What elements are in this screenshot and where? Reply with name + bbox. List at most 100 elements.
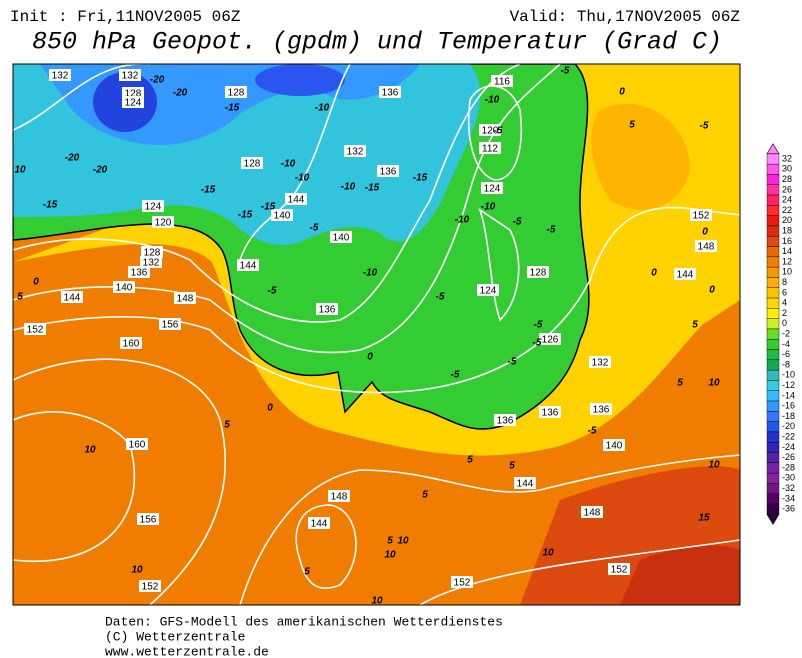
colorbar-label: 10	[782, 267, 792, 277]
colorbar-label: 26	[782, 184, 792, 194]
label-box	[24, 323, 46, 335]
colorbar-swatch	[766, 380, 780, 391]
label-box	[589, 356, 611, 368]
geopotential-label: 132	[143, 258, 160, 269]
label-box	[308, 517, 330, 529]
colorbar-label: -32	[782, 483, 795, 493]
temperature-label: 0	[651, 268, 657, 279]
colorbar-label: -10	[782, 370, 795, 380]
geopotential-label: 136	[382, 88, 399, 99]
label-box	[159, 318, 181, 330]
temperature-label: -15	[43, 200, 58, 211]
geopotential-label: 156	[140, 515, 157, 526]
colorbar-swatch	[766, 266, 780, 278]
temperature-label: -10	[481, 202, 496, 213]
label-box	[152, 216, 174, 228]
colorbar-label: -4	[782, 339, 790, 349]
label-box	[581, 506, 603, 518]
temperature-label: 0	[33, 277, 39, 288]
label-box	[225, 86, 247, 98]
colorbar-swatch	[766, 256, 780, 268]
footer-url: www.wetterzentrale.de	[105, 644, 269, 658]
temperature-label: 10	[384, 550, 396, 561]
colorbar-label: -30	[782, 473, 795, 483]
footer-copyright: (C) Wetterzentrale	[105, 629, 245, 644]
temperature-label: -15	[365, 183, 380, 194]
geopotential-label: 136	[319, 305, 336, 316]
label-box	[271, 209, 293, 221]
colorbar-label: -2	[782, 328, 790, 338]
label-box	[539, 406, 561, 418]
temperature-label: -5	[533, 338, 542, 349]
temperature-label: -10	[315, 103, 330, 114]
label-box	[49, 69, 71, 81]
temperature-label: -5	[513, 217, 522, 228]
colorbar-label: -8	[782, 359, 790, 369]
label-box	[122, 96, 144, 108]
geopotential-label: 144	[677, 270, 694, 281]
geopotential-label: 124	[145, 202, 162, 213]
temperature-label: 0	[709, 285, 715, 296]
colorbar-label: 14	[782, 246, 792, 256]
temperature-label: -10	[485, 95, 500, 106]
label-box	[241, 157, 263, 169]
temperature-label: 5	[304, 567, 310, 578]
map-frame	[12, 63, 741, 606]
temperature-label: 5	[467, 455, 473, 466]
colorbar-swatch	[766, 184, 780, 196]
label-box	[139, 580, 161, 592]
label-box	[690, 209, 712, 221]
geopotential-label: 128	[144, 248, 161, 259]
temperature-label: -5	[310, 223, 319, 234]
temperature-label: -15	[201, 185, 216, 196]
temperature-label: 10	[14, 165, 26, 176]
geopotential-label: 152	[27, 325, 44, 336]
colorbar-swatch	[766, 225, 780, 237]
geopotential-label: 136	[497, 416, 514, 427]
temperature-label: 15	[698, 513, 710, 524]
colorbar-swatch	[766, 194, 780, 206]
colorbar-label: -28	[782, 462, 795, 472]
temperature-label: -20	[150, 75, 165, 86]
colorbar-label: 8	[782, 277, 787, 287]
temperature-label: -10	[455, 215, 470, 226]
temperature-label: 10	[371, 596, 383, 607]
temperature-label: 10	[708, 378, 720, 389]
temperature-label: 5	[692, 320, 698, 331]
colorbar-swatch	[766, 277, 780, 288]
geopotential-label: 140	[333, 233, 350, 244]
label-box	[140, 256, 162, 268]
isohypse	[295, 504, 357, 589]
geopotential-label: 148	[584, 508, 601, 519]
geopotential-label: 132	[122, 71, 139, 82]
temperature-label: -5	[494, 126, 503, 137]
colorbar-swatch	[766, 442, 780, 453]
label-box	[477, 284, 499, 296]
colorbar-swatch	[766, 390, 780, 402]
cold-core	[255, 64, 345, 96]
geopotential-label: 124	[484, 184, 501, 195]
temperature-label: -10	[341, 182, 356, 193]
temperature-label: -10	[363, 268, 378, 279]
label-box	[674, 268, 696, 280]
colorbar-label: 4	[782, 298, 787, 308]
geopotential-label: 132	[592, 358, 609, 369]
colorbar-swatch	[766, 215, 780, 227]
isohypse	[13, 358, 226, 605]
temperature-label: -15	[413, 173, 428, 184]
colorbar-label: -34	[782, 493, 795, 503]
geopotential-label: 120	[155, 218, 172, 229]
temperature-label: 10	[131, 565, 143, 576]
geopotential-label: 128	[530, 268, 547, 279]
label-box	[328, 490, 350, 502]
temperature-label: -5	[534, 320, 543, 331]
temperature-label: -5	[561, 66, 570, 77]
geopotential-label: 126	[542, 335, 559, 346]
geopotential-label: 152	[142, 582, 159, 593]
colorbar-swatch	[766, 503, 780, 515]
label-box	[120, 337, 142, 349]
temperature-label: -5	[588, 426, 597, 437]
colorbar-label: 16	[782, 236, 792, 246]
temperature-label: -10	[281, 159, 296, 170]
